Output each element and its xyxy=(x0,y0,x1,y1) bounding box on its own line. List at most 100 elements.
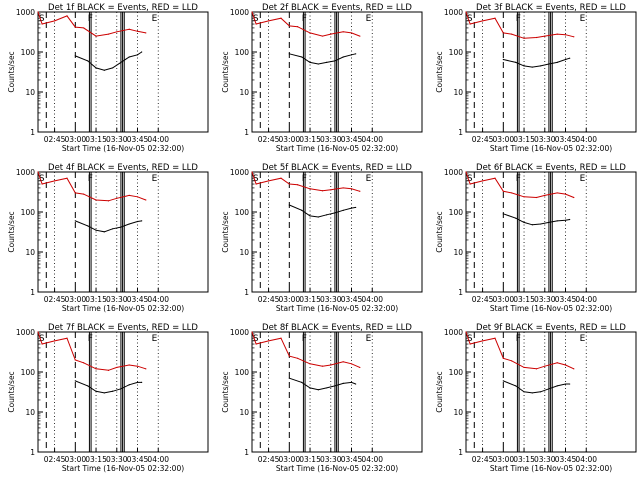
data-point xyxy=(573,196,575,199)
data-point xyxy=(120,388,122,390)
y-tick-label: 10 xyxy=(25,408,35,417)
data-point xyxy=(334,212,336,214)
data-point xyxy=(342,209,344,211)
data-point xyxy=(145,199,147,201)
data-point xyxy=(116,31,118,33)
marker-label: S xyxy=(253,174,259,184)
data-point xyxy=(469,343,471,345)
data-point xyxy=(107,200,110,202)
data-point xyxy=(136,365,139,367)
x-tick-label: 02:45 xyxy=(258,455,280,464)
y-tick-label: 10 xyxy=(453,248,463,257)
data-point xyxy=(556,362,558,364)
x-tick-label: 02:45 xyxy=(258,135,280,144)
x-tick-label: 03:00 xyxy=(493,295,515,304)
data-point xyxy=(330,189,332,191)
data-point xyxy=(95,199,97,201)
series-lld xyxy=(251,11,360,37)
y-tick-label: 1 xyxy=(458,448,463,457)
panel-title: Det 9f BLACK = Events, RED = LLD xyxy=(476,323,626,333)
x-tick-label: 04:00 xyxy=(575,295,597,304)
data-point xyxy=(564,34,567,36)
data-point xyxy=(74,220,76,222)
series-events xyxy=(503,57,570,68)
data-point xyxy=(136,220,139,223)
data-point xyxy=(41,23,43,25)
data-point xyxy=(564,219,567,221)
data-point xyxy=(66,337,68,339)
x-tick-label: 03:45 xyxy=(127,135,149,144)
y-tick-label: 1 xyxy=(458,288,463,297)
marker-label: E xyxy=(366,174,372,184)
data-point xyxy=(330,364,332,366)
data-point xyxy=(540,391,542,393)
x-tick-label: 03:45 xyxy=(127,295,149,304)
y-tick-label: 1000 xyxy=(16,168,35,177)
data-point xyxy=(540,223,542,225)
series-events xyxy=(289,204,356,218)
data-point xyxy=(350,188,353,190)
x-axis-label: Start Time (16-Nov-05 02:32:00) xyxy=(62,144,184,153)
marker-label: S xyxy=(467,174,473,184)
data-point xyxy=(350,363,353,365)
data-point xyxy=(66,177,68,179)
y-tick-label: 100 xyxy=(449,208,464,217)
data-point xyxy=(350,54,353,56)
x-tick-label: 02:45 xyxy=(44,455,66,464)
panel-title: Det 5f BLACK = Events, RED = LLD xyxy=(262,163,412,173)
data-point xyxy=(326,61,328,63)
data-point xyxy=(53,180,56,182)
x-tick-label: 03:15 xyxy=(513,455,535,464)
marker-label: F xyxy=(302,334,307,344)
data-point xyxy=(481,20,484,22)
panel-title: Det 8f BLACK = Events, RED = LLD xyxy=(262,323,412,333)
data-point xyxy=(267,180,270,182)
data-point xyxy=(531,66,533,68)
x-tick-label: 03:15 xyxy=(85,135,107,144)
data-point xyxy=(255,183,257,185)
marker-label: E xyxy=(580,174,586,184)
data-point xyxy=(267,340,270,342)
marker-label: F xyxy=(88,174,93,184)
data-point xyxy=(267,20,270,22)
x-axis-label: Start Time (16-Nov-05 02:32:00) xyxy=(62,304,184,313)
x-tick-label: 04:00 xyxy=(147,455,169,464)
y-tick-label: 1000 xyxy=(230,328,249,337)
data-point xyxy=(74,380,76,382)
data-point xyxy=(87,385,89,387)
x-axis-label: Start Time (16-Nov-05 02:32:00) xyxy=(276,144,398,153)
marker-label: E xyxy=(366,334,372,344)
y-axis-label: Counts/sec xyxy=(221,211,230,252)
panel-title: Det 4f BLACK = Events, RED = LLD xyxy=(48,163,198,173)
y-tick-label: 10 xyxy=(25,88,35,97)
data-point xyxy=(355,206,357,209)
marker-label: S xyxy=(253,14,259,24)
series-lld xyxy=(465,331,575,370)
x-tick-label: 03:00 xyxy=(279,135,301,144)
data-point xyxy=(540,65,542,67)
panel-title: Det 3f BLACK = Events, RED = LLD xyxy=(476,3,626,13)
x-axis-label: Start Time (16-Nov-05 02:32:00) xyxy=(62,464,184,473)
data-point xyxy=(523,391,525,393)
data-point xyxy=(350,381,353,383)
data-point xyxy=(494,177,496,179)
data-point xyxy=(523,366,525,369)
data-point xyxy=(494,17,496,19)
data-point xyxy=(128,223,130,225)
data-point xyxy=(556,61,558,63)
y-tick-label: 100 xyxy=(235,368,250,377)
x-tick-label: 02:45 xyxy=(258,295,280,304)
marker-label: S xyxy=(467,334,473,344)
x-tick-label: 03:45 xyxy=(341,295,363,304)
data-point xyxy=(83,27,85,29)
series-lld xyxy=(251,331,360,368)
marker-label: F xyxy=(302,174,307,184)
data-point xyxy=(95,35,97,37)
data-point xyxy=(511,192,513,194)
data-point xyxy=(128,384,130,386)
y-tick-label: 10 xyxy=(453,408,463,417)
